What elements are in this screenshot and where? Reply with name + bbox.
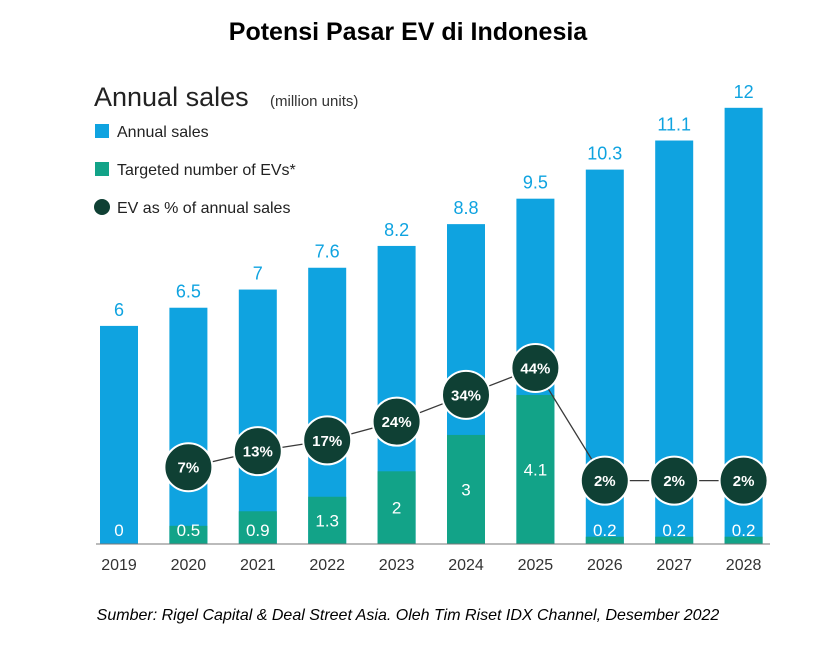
ev-label-2022: 1.3 bbox=[315, 511, 339, 530]
legend-label-pct: EV as % of annual sales bbox=[117, 200, 290, 217]
annual-label-2021: 7 bbox=[253, 264, 263, 284]
pct-label-2021: 13% bbox=[243, 444, 273, 461]
ev-label-2027: 0.2 bbox=[662, 521, 686, 540]
annual-label-2028: 12 bbox=[734, 82, 754, 102]
chart-title: Annual sales bbox=[94, 82, 249, 112]
legend-label-ev: Targeted number of EVs* bbox=[117, 162, 296, 179]
bar-annual-2020 bbox=[169, 307, 208, 544]
legend-label-annual: Annual sales bbox=[117, 124, 209, 141]
bar-ev-2025 bbox=[516, 394, 555, 544]
x-tick-2028: 2028 bbox=[726, 557, 762, 574]
pct-label-2027: 2% bbox=[663, 473, 685, 490]
chart-subtitle: (million units) bbox=[270, 93, 358, 110]
pct-marker-2021 bbox=[232, 426, 283, 477]
x-tick-2019: 2019 bbox=[101, 557, 137, 574]
pct-label-2022: 17% bbox=[312, 433, 342, 450]
x-tick-2025: 2025 bbox=[518, 557, 554, 574]
ev-label-2021: 0.9 bbox=[246, 521, 270, 540]
bar-annual-2021 bbox=[238, 289, 277, 544]
pct-marker-2025 bbox=[510, 343, 561, 393]
pct-label-2028: 2% bbox=[733, 473, 755, 490]
legend-swatch-ev bbox=[95, 162, 109, 176]
bar-ev-2020 bbox=[169, 525, 208, 544]
pct-marker-2026 bbox=[579, 455, 630, 506]
page-title: Potensi Pasar EV di Indonesia bbox=[228, 18, 588, 46]
x-tick-2022: 2022 bbox=[309, 557, 345, 574]
annual-label-2023: 8.2 bbox=[384, 220, 409, 240]
annual-label-2020: 6.5 bbox=[176, 282, 201, 302]
pct-label-2024: 34% bbox=[451, 387, 481, 404]
annual-label-2024: 8.8 bbox=[453, 198, 478, 218]
bar-ev-2024 bbox=[447, 434, 485, 544]
annual-label-2022: 7.6 bbox=[315, 242, 340, 262]
legend-swatch-pct bbox=[94, 199, 110, 215]
bar-ev-2028 bbox=[724, 536, 763, 544]
pct-label-2026: 2% bbox=[594, 473, 616, 490]
x-tick-2020: 2020 bbox=[171, 557, 207, 574]
annual-label-2026: 10.3 bbox=[587, 144, 622, 164]
pct-marker-2027 bbox=[649, 455, 700, 506]
x-tick-2027: 2027 bbox=[656, 557, 692, 574]
ev-label-2019: 0 bbox=[114, 521, 123, 540]
ev-label-2024: 3 bbox=[461, 480, 470, 499]
bar-ev-2023 bbox=[377, 471, 416, 544]
bar-ev-2026 bbox=[585, 536, 624, 544]
pct-marker-2023 bbox=[371, 396, 422, 447]
source-note: Sumber: Rigel Capital & Deal Street Asia… bbox=[96, 607, 720, 624]
bar-ev-2021 bbox=[238, 511, 277, 544]
x-tick-2026: 2026 bbox=[587, 557, 623, 574]
ev-label-2026: 0.2 bbox=[593, 521, 617, 540]
pct-marker-2020 bbox=[163, 442, 214, 493]
pct-label-2020: 7% bbox=[178, 460, 200, 477]
annual-label-2019: 6 bbox=[114, 300, 124, 320]
ev-label-2023: 2 bbox=[392, 499, 401, 518]
pct-label-2023: 24% bbox=[382, 414, 412, 431]
bar-ev-2027 bbox=[655, 536, 694, 544]
pct-marker-2024 bbox=[441, 369, 491, 420]
pct-marker-2028 bbox=[718, 455, 769, 506]
annual-label-2025: 9.5 bbox=[523, 173, 548, 193]
annual-sales-chart: Annual sales (million units) Annual sales T… bbox=[94, 82, 770, 574]
pct-label-2025: 44% bbox=[520, 361, 550, 378]
legend-swatch-annual bbox=[95, 124, 109, 138]
ev-label-2028: 0.2 bbox=[732, 521, 756, 540]
annual-label-2027: 11.1 bbox=[657, 115, 691, 135]
x-tick-2021: 2021 bbox=[240, 557, 276, 574]
ev-label-2025: 4.1 bbox=[524, 460, 548, 479]
x-tick-2024: 2024 bbox=[448, 557, 484, 574]
bar-ev-2022 bbox=[308, 496, 347, 544]
bar-annual-2019 bbox=[100, 325, 138, 544]
pct-marker-2022 bbox=[302, 415, 353, 466]
x-tick-2023: 2023 bbox=[379, 557, 415, 574]
ev-label-2020: 0.5 bbox=[177, 521, 201, 540]
